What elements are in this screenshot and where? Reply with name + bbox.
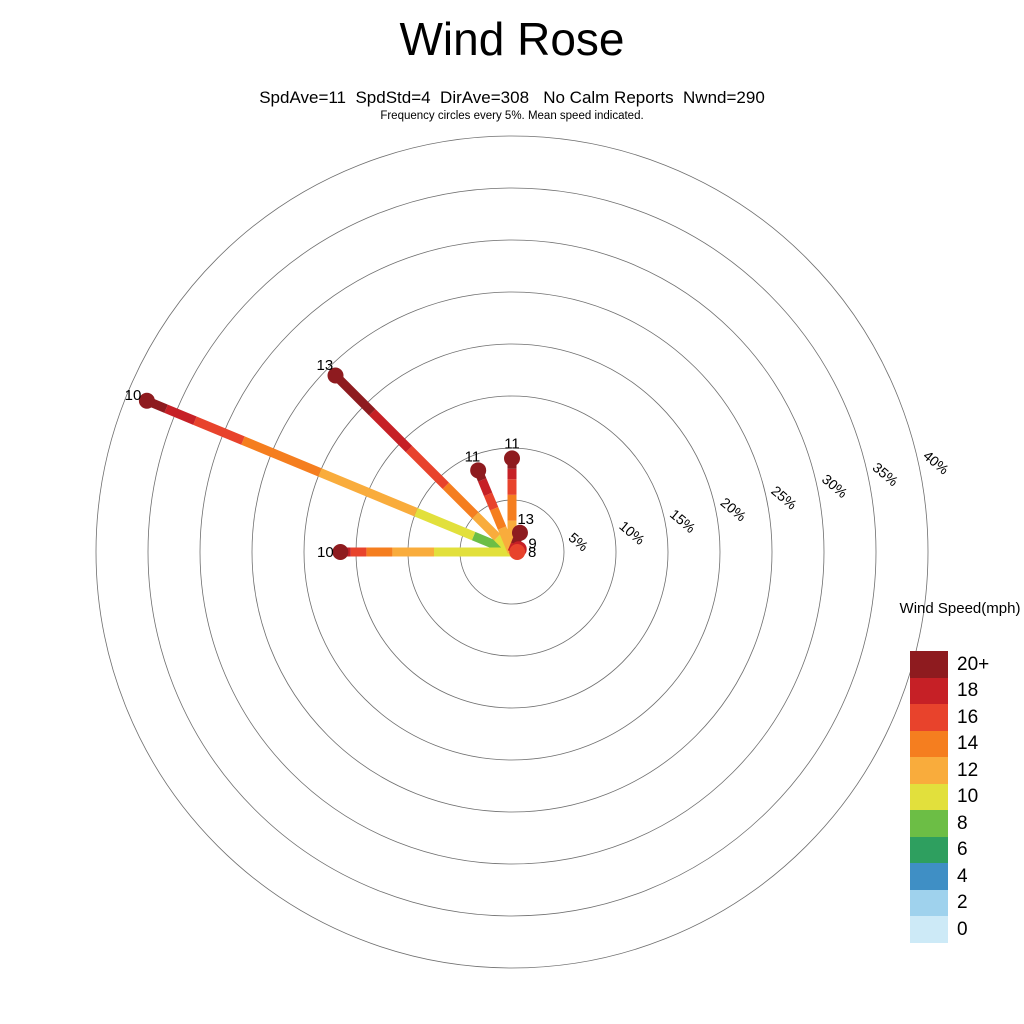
legend-label: 16	[957, 706, 979, 728]
frequency-circle	[147, 187, 877, 917]
spoke-mean-speed-label: 10	[317, 544, 334, 561]
spoke-segment	[193, 416, 245, 445]
frequency-circle-label: 20%	[718, 494, 750, 524]
legend-label: 0	[957, 918, 968, 940]
legend-row: 20+	[898, 651, 1022, 678]
chart-title: Wind Rose	[399, 13, 625, 65]
spoke-segment	[483, 492, 499, 511]
frequency-circle-label: 15%	[667, 506, 699, 536]
chart-stats-subtitle: SpdAve=11 SpdStd=4 DirAve=308 No Calm Re…	[259, 88, 765, 107]
frequency-circle-label: 30%	[819, 471, 851, 501]
legend-label: 12	[957, 759, 979, 781]
frequency-circle	[95, 135, 929, 969]
frequency-circle	[251, 291, 773, 813]
legend-label: 2	[957, 892, 968, 914]
legend-row: 10	[898, 783, 1022, 810]
legend-swatch	[910, 651, 948, 678]
legend-label: 4	[957, 865, 968, 887]
legend-row: 2	[898, 889, 1022, 916]
legend-row: 4	[898, 863, 1022, 890]
spoke-mean-speed-label: 11	[465, 448, 481, 465]
legend: Wind Speed(mph) 20+ 18 16 14 12 10 8 6 4 2 0	[898, 600, 1022, 943]
legend-swatch	[910, 677, 948, 704]
legend-label: 8	[957, 812, 968, 834]
spoke-tip-dot	[138, 392, 155, 409]
legend-row: 14	[898, 730, 1022, 757]
legend-row: 12	[898, 757, 1022, 784]
spoke-mean-speed-label: 10	[125, 387, 142, 404]
frequency-circle	[303, 343, 721, 761]
frequency-circle-label: 25%	[768, 482, 800, 512]
spoke-mean-speed-label: 11	[504, 435, 520, 452]
legend-label: 18	[957, 680, 979, 702]
chart-caption: Frequency circles every 5%. Mean speed i…	[380, 110, 644, 122]
spoke-mean-speed-label: 9	[528, 535, 536, 552]
legend-row: 6	[898, 836, 1022, 863]
spoke-segment	[164, 404, 197, 425]
legend-swatch	[910, 916, 948, 943]
legend-row: 16	[898, 704, 1022, 731]
frequency-circle	[199, 239, 825, 865]
spoke-segment	[241, 436, 322, 477]
frequency-circle-label: 35%	[870, 459, 902, 489]
legend-label: 14	[957, 733, 979, 755]
spoke-segment	[489, 507, 507, 530]
legend-swatch	[910, 757, 948, 784]
spoke-segment	[471, 531, 505, 553]
legend-label: 10	[957, 786, 979, 808]
spoke-segment	[477, 478, 493, 497]
legend-row: 0	[898, 916, 1022, 943]
spoke-mean-speed-label: 13	[517, 511, 534, 528]
legend-row: 8	[898, 810, 1022, 837]
spoke-segment	[414, 508, 476, 541]
spoke-segment	[405, 445, 449, 489]
legend-swatch	[910, 863, 948, 890]
spoke-tip-dot	[511, 524, 528, 541]
frequency-circle-label: 10%	[616, 518, 648, 548]
spoke-tip-dot	[332, 544, 349, 560]
spoke-segment	[318, 468, 418, 517]
legend-swatch	[910, 810, 948, 837]
spoke-segment	[369, 409, 413, 453]
spoke-tip-dot	[327, 367, 344, 384]
spoke-segment	[472, 512, 501, 541]
legend-label: 6	[957, 839, 968, 861]
legend-title: Wind Speed(mph)	[899, 600, 1021, 617]
legend-swatch	[910, 889, 948, 916]
legend-rows: 20+ 18 16 14 12 10 8 6 4 2 0	[898, 651, 1022, 943]
spoke-tip-dot	[504, 450, 520, 467]
legend-swatch	[910, 730, 948, 757]
frequency-circle-label: 40%	[920, 447, 952, 477]
spoke-mean-speed-label: 8	[528, 544, 536, 561]
legend-swatch	[910, 704, 948, 731]
spoke-tip-dot	[509, 544, 526, 560]
spoke-segment	[332, 372, 376, 416]
spoke-mean-speed-label: 13	[317, 357, 334, 374]
legend-swatch	[910, 836, 948, 863]
legend-row: 18	[898, 677, 1022, 704]
spoke-tip-dot	[470, 462, 487, 479]
legend-swatch	[910, 783, 948, 810]
spoke-segment	[442, 482, 479, 519]
frequency-circle-label: 5%	[566, 529, 592, 554]
legend-label: 20+	[957, 653, 990, 675]
